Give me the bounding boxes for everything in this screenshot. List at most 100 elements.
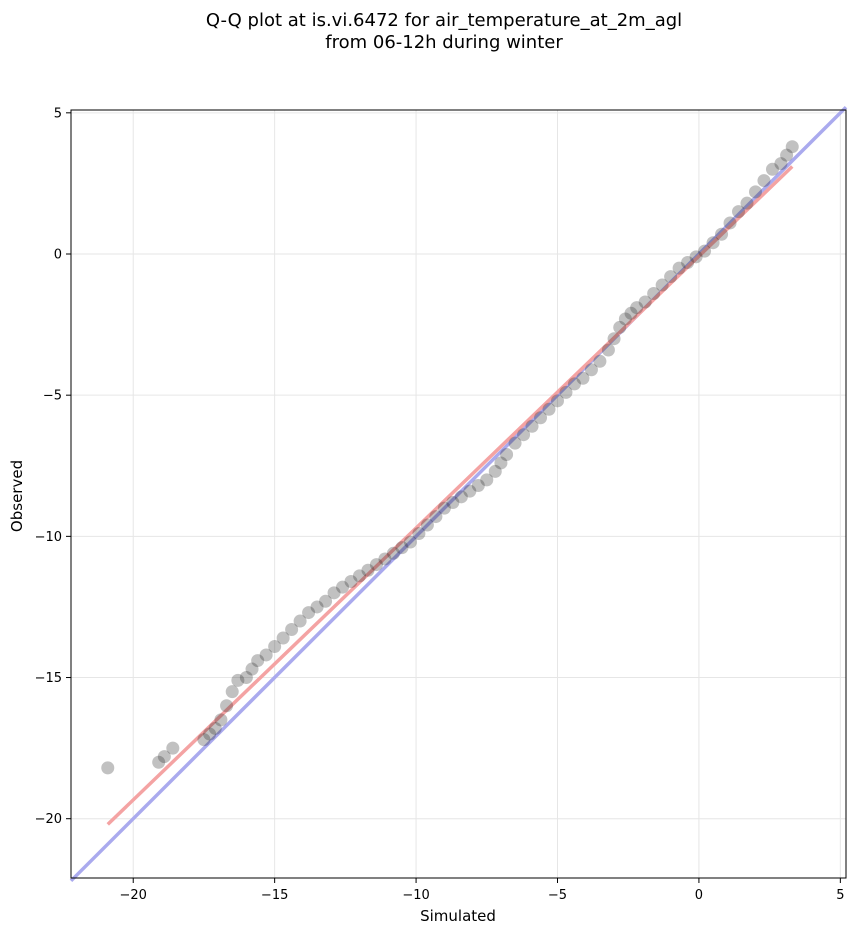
qq-point — [655, 278, 669, 292]
qq-point — [437, 501, 451, 515]
qq-point — [344, 575, 358, 589]
qq-point — [369, 558, 383, 572]
chart-title-line-2: from 06-12h during winter — [325, 32, 563, 53]
qq-point — [785, 140, 799, 154]
qq-point — [706, 236, 720, 250]
qq-point — [488, 464, 502, 478]
qq-point — [463, 484, 477, 498]
y-tick-label: −10 — [35, 530, 62, 545]
qq-point — [203, 727, 217, 741]
qq-point — [500, 447, 514, 461]
qq-point — [624, 306, 638, 320]
qq-point — [471, 479, 485, 493]
qq-point — [672, 261, 686, 275]
x-tick-label: 0 — [695, 888, 703, 903]
qq-point — [208, 721, 222, 735]
reference-lines — [69, 105, 848, 883]
qq-point — [740, 196, 754, 210]
qq-point — [732, 205, 746, 219]
y-axis-label: Observed — [8, 460, 26, 532]
x-axis-ticks: −20 −15 −10 −5 0 5 — [120, 878, 844, 903]
qq-point — [607, 332, 621, 346]
qq-point — [166, 741, 180, 755]
qq-point — [152, 755, 166, 769]
qq-point — [293, 614, 307, 628]
chart-title-line-1: Q-Q plot at is.vi.6472 for air_temperatu… — [206, 10, 682, 31]
qq-point — [454, 490, 468, 504]
qq-point — [534, 411, 548, 425]
x-tick-label: −20 — [120, 888, 147, 903]
qq-point — [613, 320, 627, 334]
qq-point — [517, 428, 531, 442]
qq-point — [412, 527, 426, 541]
qq-point — [395, 541, 409, 555]
qq-point — [353, 569, 367, 583]
qq-point — [302, 606, 316, 620]
qq-point — [618, 312, 632, 326]
qq-point — [630, 301, 644, 315]
qq-point — [647, 287, 661, 301]
qq-point — [601, 343, 615, 357]
y-tick-label: 0 — [54, 248, 62, 263]
qq-point — [403, 535, 417, 549]
qq-point — [584, 363, 598, 377]
qq-point — [638, 295, 652, 309]
grid-lines — [71, 110, 846, 878]
qq-point — [429, 510, 443, 524]
qq-point — [542, 402, 556, 416]
qq-point — [231, 673, 245, 687]
y-tick-label: −5 — [43, 389, 62, 404]
qq-point — [268, 639, 282, 653]
qq-point — [774, 157, 788, 171]
qq-point — [508, 436, 522, 450]
qq-point — [251, 654, 265, 668]
qq-point — [576, 371, 590, 385]
identity-reference-line — [69, 105, 848, 883]
qq-point — [420, 518, 434, 532]
y-tick-label: −15 — [35, 671, 62, 686]
qq-point — [593, 354, 607, 368]
data-points — [101, 140, 799, 775]
qq-point — [276, 631, 290, 645]
qq-point — [681, 255, 695, 269]
qq-point — [319, 594, 333, 608]
qq-point — [336, 580, 350, 594]
qq-point — [567, 377, 581, 391]
qq-point — [239, 671, 253, 685]
qq-point — [327, 586, 341, 600]
qq-point — [285, 623, 299, 637]
x-tick-label: 5 — [836, 888, 844, 903]
x-tick-label: −10 — [402, 888, 429, 903]
qq-point — [310, 600, 324, 614]
qq-point — [225, 685, 239, 699]
qq-point — [757, 174, 771, 188]
qq-point — [446, 495, 460, 509]
qq-point — [494, 456, 508, 470]
y-tick-label: −20 — [35, 812, 62, 827]
qq-point — [386, 546, 400, 560]
qq-point — [480, 473, 494, 487]
x-tick-label: −5 — [548, 888, 567, 903]
qq-point — [525, 419, 539, 433]
qq-point — [780, 148, 794, 162]
qq-point — [361, 563, 375, 577]
x-tick-label: −15 — [261, 888, 288, 903]
qq-point — [698, 244, 712, 258]
x-axis-label: Simulated — [420, 907, 496, 925]
qq-point — [765, 162, 779, 176]
qq-point — [748, 185, 762, 199]
fit-reference-line — [106, 165, 794, 826]
qq-point — [220, 699, 234, 713]
qq-point — [378, 552, 392, 566]
qq-point — [259, 648, 273, 662]
qq-point — [550, 394, 564, 408]
qq-point — [689, 250, 703, 264]
qq-point — [197, 733, 211, 747]
y-tick-label: 5 — [54, 106, 62, 121]
qq-point — [559, 385, 573, 399]
qq-point — [664, 270, 678, 284]
qq-point — [214, 713, 228, 727]
y-axis-ticks: −20 −15 −10 −5 0 5 — [35, 106, 71, 827]
qq-point — [157, 750, 171, 764]
